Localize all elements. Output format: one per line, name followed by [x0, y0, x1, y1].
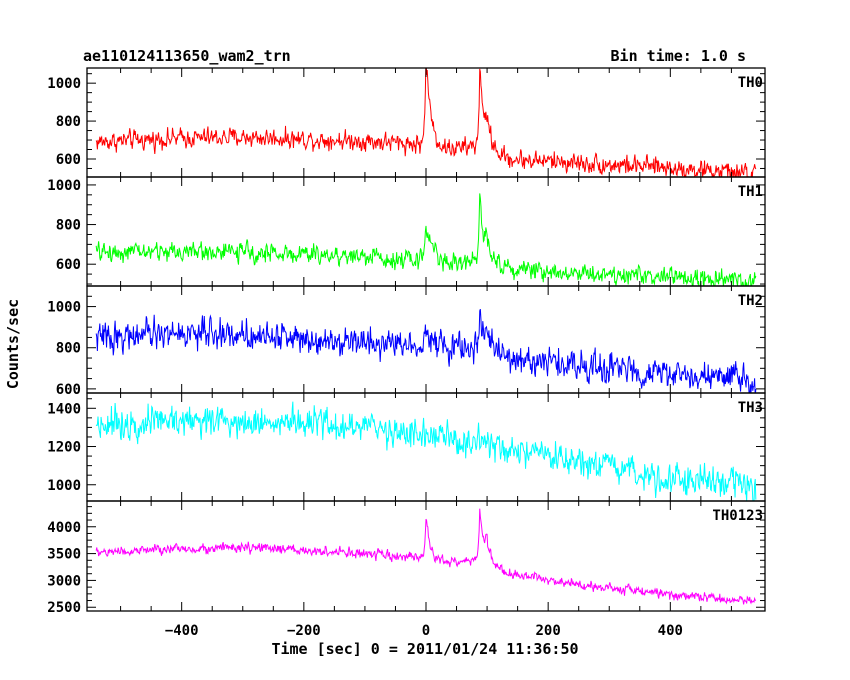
- panel-frame: [86, 285, 766, 394]
- y-axis-label: Counts/sec: [4, 299, 22, 389]
- y-tick-label: 3500: [47, 547, 81, 563]
- chart-subtitle-bin-time: Bin time: 1.0 s: [611, 47, 746, 65]
- chart-title: ae110124113650_wam2_trn: [83, 47, 291, 65]
- y-tick-label: 600: [56, 257, 81, 273]
- panel-th2: 600 800 1000 TH2: [47, 285, 766, 398]
- y-tick-label: 1000: [47, 300, 81, 316]
- y-tick-label: 1000: [47, 178, 81, 194]
- x-tick-label: −400: [165, 623, 199, 639]
- panel-label-th0123: TH0123: [712, 508, 763, 524]
- x-axis-label: Time [sec] 0 = 2011/01/24 11:36:50: [271, 640, 578, 658]
- y-tick-label: 600: [56, 382, 81, 398]
- panels-group: 600 800 1000 TH0 600 800 1000 TH1 600 800 1000 TH2 1…: [47, 67, 766, 639]
- x-tick-label: 0: [422, 623, 430, 639]
- y-tick-label: 1400: [47, 401, 81, 417]
- panel-label-th0: TH0: [738, 75, 763, 91]
- panel-label-th2: TH2: [738, 293, 763, 309]
- x-tick-label: −200: [287, 623, 321, 639]
- panel-label-th1: TH1: [738, 184, 763, 200]
- panel-label-th3: TH3: [738, 400, 763, 416]
- y-tick-label: 1000: [47, 478, 81, 494]
- series-line-th0123: [95, 508, 757, 605]
- panel-frame: [86, 67, 766, 178]
- series-line-th1: [95, 193, 757, 286]
- y-tick-label: 3000: [47, 573, 81, 589]
- series-line-th3: [95, 401, 757, 501]
- y-tick-label: 800: [56, 218, 81, 234]
- y-tick-label: 600: [56, 152, 81, 168]
- y-tick-label: 2500: [47, 600, 81, 616]
- y-tick-label: 800: [56, 341, 81, 357]
- y-tick-label: 800: [56, 114, 81, 130]
- panel-th0: 600 800 1000 TH0: [47, 67, 766, 178]
- panel-th1: 600 800 1000 TH1: [47, 176, 766, 287]
- y-tick-label: 1000: [47, 76, 81, 92]
- series-line-th2: [95, 308, 757, 393]
- panel-th0123: 2500 3000 3500 4000 TH0123: [47, 500, 766, 616]
- y-tick-label: 4000: [47, 520, 81, 536]
- x-tick-label: 400: [658, 623, 683, 639]
- panel-th3: 1000 1200 1400 TH3: [47, 392, 766, 502]
- x-tick-label: 200: [536, 623, 561, 639]
- series-line-th0: [95, 68, 757, 177]
- y-tick-label: 1200: [47, 440, 81, 456]
